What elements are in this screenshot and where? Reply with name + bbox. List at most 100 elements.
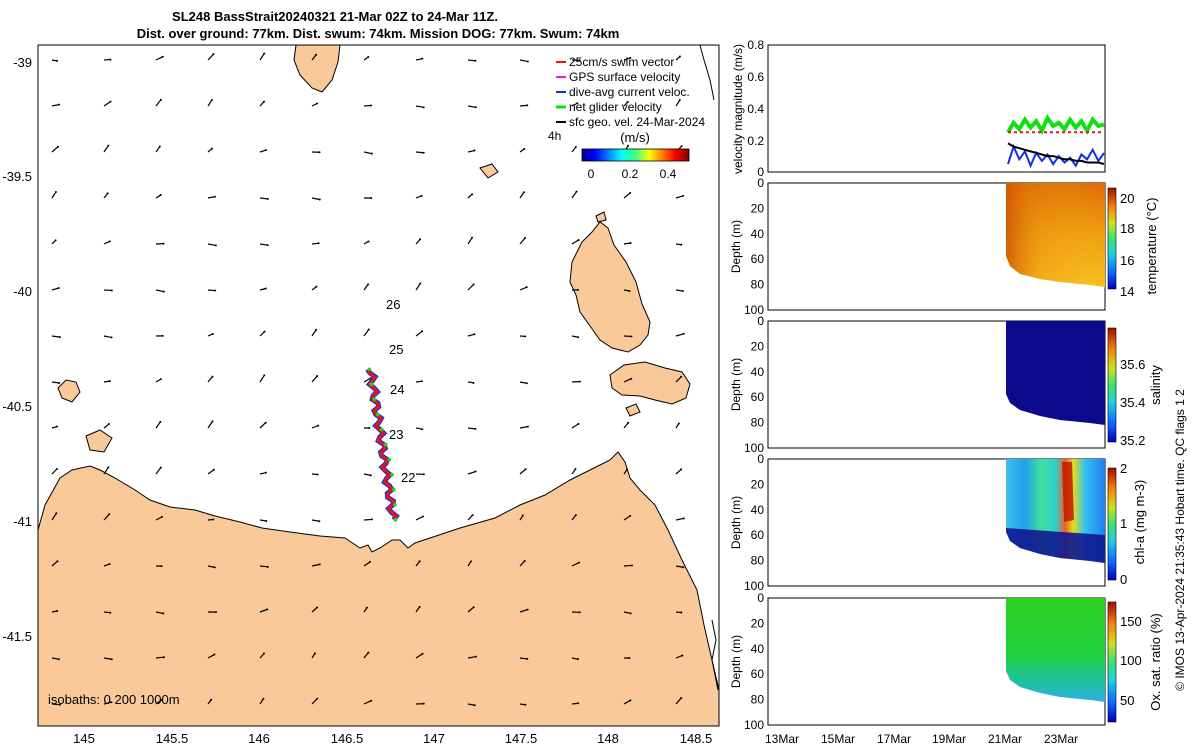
current-arrow bbox=[207, 421, 213, 429]
current-arrow-head bbox=[365, 606, 368, 609]
current-arrow-head bbox=[56, 560, 59, 563]
geostrophic-velocity-arrows bbox=[51, 52, 685, 707]
current-arrow bbox=[519, 191, 525, 199]
temperature-colorbar bbox=[1107, 187, 1117, 290]
current-arrow-head bbox=[108, 380, 111, 383]
depth-tick-label: 60 bbox=[751, 528, 765, 542]
time-tick-label: 21Mar bbox=[988, 732, 1022, 746]
lon-tick-label: 148 bbox=[597, 731, 619, 746]
current-arrow-head bbox=[212, 518, 215, 521]
lon-tick-label: 148.5 bbox=[680, 731, 713, 746]
current-arrow bbox=[675, 376, 682, 383]
velocity-series-line bbox=[1007, 142, 1105, 166]
current-arrow-head bbox=[422, 106, 425, 109]
current-arrow-head bbox=[369, 104, 372, 107]
current-arrow-head bbox=[56, 145, 59, 148]
current-arrow-head bbox=[367, 240, 370, 243]
current-arrow-head bbox=[421, 652, 424, 655]
current-arrow-head bbox=[108, 240, 111, 243]
current-arrow bbox=[155, 516, 163, 521]
day-label: 23 bbox=[389, 427, 403, 442]
current-arrow bbox=[363, 151, 372, 155]
net-velocity-marker bbox=[387, 457, 392, 462]
current-arrow-head bbox=[370, 152, 373, 155]
current-arrow bbox=[311, 607, 318, 613]
current-arrow bbox=[155, 699, 162, 705]
current-arrow bbox=[363, 377, 371, 383]
depth-tick-label: 20 bbox=[751, 201, 765, 215]
current-arrow bbox=[623, 378, 632, 383]
current-arrow-head bbox=[526, 104, 529, 107]
current-arrow-head bbox=[474, 106, 477, 109]
current-arrow-head bbox=[421, 57, 424, 60]
current-arrow-head bbox=[474, 470, 477, 473]
current-arrow-head bbox=[316, 697, 319, 700]
current-arrow-head bbox=[473, 149, 476, 152]
current-arrow-head bbox=[316, 102, 319, 105]
current-arrow-head bbox=[577, 238, 580, 241]
current-arrow-head bbox=[627, 421, 630, 424]
current-arrow bbox=[571, 423, 579, 429]
current-arrow bbox=[519, 286, 527, 291]
current-arrow bbox=[51, 560, 58, 567]
current-arrow-head bbox=[369, 560, 372, 563]
velocity-series-line bbox=[1006, 113, 1105, 136]
current-arrow-head bbox=[158, 145, 161, 148]
current-arrow bbox=[103, 101, 111, 107]
lat-tick-label: -40.5 bbox=[2, 399, 32, 414]
current-arrow bbox=[623, 515, 631, 521]
temp-clabel: temperature (°C) bbox=[1144, 198, 1159, 295]
map-panel: 145 145.5 146 146.5 147 147.5 148 148.5 … bbox=[2, 44, 720, 746]
current-arrow bbox=[519, 237, 526, 245]
colorbar-tick-label: 0.2 bbox=[622, 167, 639, 181]
oxygen-panel: 50 100 150 Ox. sat. ratio (%) bbox=[767, 597, 1163, 726]
depth-axis-label: Depth (m) bbox=[729, 358, 743, 411]
current-arrow bbox=[207, 243, 216, 247]
current-arrow-head bbox=[211, 420, 214, 423]
current-arrow-head bbox=[214, 611, 217, 614]
current-arrow-head bbox=[471, 236, 474, 239]
current-arrow-head bbox=[263, 52, 266, 55]
current-arrow-head bbox=[55, 467, 58, 470]
current-arrow-head bbox=[110, 336, 113, 339]
depth-tick-label: 80 bbox=[751, 278, 765, 292]
depth-tick-label: 0 bbox=[757, 591, 764, 605]
current-arrow-head bbox=[161, 55, 164, 58]
current-arrow-head bbox=[680, 696, 683, 699]
temp-ctick: 18 bbox=[1120, 221, 1134, 236]
scale-label: 4h bbox=[548, 129, 561, 143]
depth-axis-label: Depth (m) bbox=[729, 635, 743, 688]
current-arrow-head bbox=[210, 698, 213, 701]
current-arrow bbox=[519, 381, 527, 384]
current-arrow-head bbox=[211, 332, 214, 335]
chla-panel: 0 1 2 chl-a (mg m-3) bbox=[767, 458, 1147, 587]
current-arrow bbox=[259, 243, 268, 246]
swim-vector-track bbox=[366, 368, 399, 521]
current-arrow-head bbox=[681, 289, 684, 292]
current-arrow-head bbox=[266, 565, 269, 568]
current-arrow-head bbox=[55, 425, 58, 428]
current-arrow-head bbox=[629, 191, 632, 194]
current-arrow-head bbox=[680, 468, 683, 471]
footer-credit: © IMOS 13-Apr-2024 21:35:43 Hobart time.… bbox=[1173, 389, 1187, 691]
hunter-island-land bbox=[57, 379, 81, 403]
current-arrow bbox=[155, 146, 161, 153]
current-arrow bbox=[51, 104, 60, 107]
current-arrow-head bbox=[682, 332, 685, 335]
legend-label-geo: sfc geo. vel. 24-Mar-2024 bbox=[569, 115, 705, 129]
current-arrow-head bbox=[526, 60, 529, 63]
oxygen-field bbox=[1006, 598, 1105, 702]
current-arrow bbox=[363, 329, 370, 337]
current-arrow bbox=[415, 560, 421, 567]
current-arrow-head bbox=[626, 100, 629, 103]
current-arrow-head bbox=[160, 565, 163, 568]
net-velocity-marker bbox=[393, 502, 397, 507]
time-tick-label: 19Mar bbox=[932, 732, 966, 746]
current-arrow-head bbox=[54, 190, 57, 193]
current-arrow bbox=[155, 421, 161, 429]
current-arrow bbox=[259, 197, 268, 200]
salinity-field bbox=[1006, 321, 1105, 425]
current-arrow-head bbox=[368, 426, 371, 429]
current-arrow-head bbox=[420, 380, 423, 383]
current-arrow-head bbox=[109, 611, 112, 614]
